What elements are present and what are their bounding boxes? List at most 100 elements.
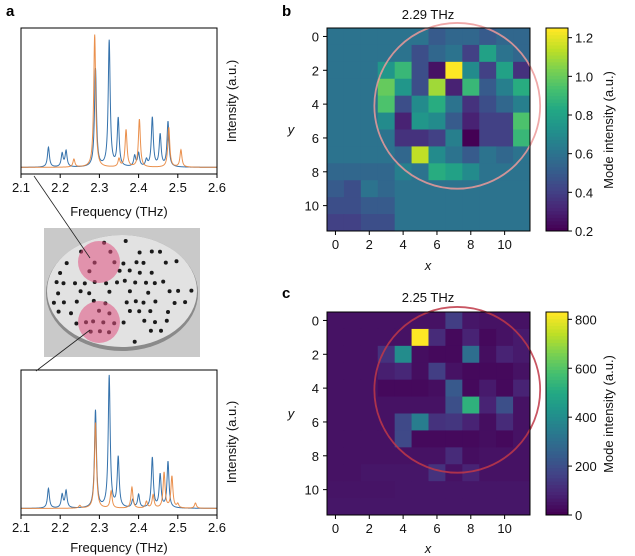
disc-hole — [56, 309, 61, 314]
heatmap-cell — [445, 61, 463, 80]
heatmap-cell — [343, 129, 362, 147]
heatmap-cell — [394, 396, 412, 414]
colorbar-segment — [546, 440, 568, 445]
heatmap-cell — [411, 28, 429, 46]
heatmap-cell — [343, 379, 362, 397]
heatmap-cell — [496, 498, 514, 516]
colorbar-segment — [546, 105, 568, 110]
x-tick-label: 2.6 — [208, 520, 226, 535]
colorbar-segment — [546, 339, 568, 343]
spectrum-line-blue — [21, 39, 217, 168]
heatmap-cell — [411, 95, 429, 113]
heatmap-cell — [513, 498, 531, 516]
heatmap-cell — [479, 498, 497, 516]
colorbar-segment — [546, 315, 568, 320]
y-tick-label: 6 — [312, 415, 319, 430]
heatmap-cell — [462, 447, 480, 465]
colorbar-segment — [546, 166, 568, 171]
heatmap-cell — [343, 95, 362, 113]
heatmap-cell — [394, 78, 412, 97]
colorbar-label: Mode intensity (a.u.) — [601, 355, 616, 473]
colorbar-segment — [546, 143, 568, 147]
region-circle — [373, 306, 542, 474]
disc-hole — [144, 280, 148, 285]
heatmap-cell — [428, 464, 446, 482]
colorbar-segment — [546, 214, 568, 218]
colorbar-segment — [546, 78, 568, 83]
heatmap-cell — [445, 95, 463, 113]
heatmap-cell — [411, 396, 429, 414]
heatmap-cell — [327, 197, 345, 215]
heatmap-cell — [360, 28, 379, 46]
colorbar-segment — [546, 504, 568, 509]
disc-hole — [64, 261, 69, 266]
heatmap-cell — [377, 396, 396, 414]
colorbar-segment — [546, 430, 568, 435]
x-axis-label: Frequency (THz) — [70, 204, 168, 219]
heatmap-cell — [479, 481, 497, 499]
heatmap-cell — [513, 197, 531, 215]
x-tick-label: 2.6 — [208, 180, 226, 195]
heatmap-cell — [394, 481, 412, 499]
panel-label-b: b — [282, 3, 291, 20]
colorbar-segment — [546, 393, 568, 398]
heatmap-cell — [377, 61, 396, 80]
heatmap-cell — [360, 328, 379, 347]
heatmap-cell — [479, 112, 497, 130]
disc-hole — [189, 288, 194, 293]
colorbar-segment — [546, 372, 568, 377]
colorbar-segment — [546, 220, 568, 225]
colorbar-segment — [546, 139, 568, 144]
colorbar-segment — [546, 119, 568, 124]
heatmap-cell — [343, 312, 362, 330]
colorbar-segment — [546, 484, 568, 489]
colorbar-segment — [546, 224, 568, 229]
spectrum-line-orange — [21, 422, 217, 509]
heatmap-cell — [394, 112, 412, 130]
disc-hole — [127, 309, 132, 313]
x-tick-label: 4 — [400, 521, 407, 536]
heatmap-cell — [360, 197, 379, 215]
heatmap-cell — [462, 362, 480, 381]
heatmap-cell — [411, 498, 429, 516]
heatmap-cell — [394, 447, 412, 465]
colorbar-tick-label: 1.2 — [575, 31, 593, 46]
heatmap-cell — [428, 430, 446, 448]
heatmap-cell — [377, 362, 396, 381]
heatmap-title: 2.29 THz — [402, 7, 455, 22]
heatmap-cell — [327, 112, 345, 130]
heatmap-cell — [343, 396, 362, 414]
disc-hole — [78, 289, 83, 294]
heatmap-cell — [360, 498, 379, 516]
heatmap-cell — [327, 129, 345, 147]
colorbar-frame — [545, 311, 569, 516]
heatmap-cell — [360, 430, 379, 448]
y-tick-label: 4 — [312, 381, 319, 396]
colorbar-segment — [546, 410, 568, 414]
colorbar-tick-label: 800 — [575, 312, 597, 327]
disc-hole — [163, 260, 168, 265]
plot-frame — [20, 369, 218, 516]
x-tick-label: 2.4 — [130, 520, 148, 535]
heatmap-cell — [496, 44, 514, 63]
colorbar-segment — [546, 190, 568, 195]
colorbar-segment — [546, 92, 568, 97]
colorbar-segment — [546, 75, 568, 80]
colorbar-segment — [546, 487, 568, 492]
colorbar-segment — [546, 481, 568, 486]
colorbar-segment — [546, 454, 568, 458]
colorbar-segment — [546, 423, 568, 428]
heatmap-cell — [377, 214, 396, 232]
colorbar-segment — [546, 28, 568, 32]
heatmap-cell — [428, 362, 446, 381]
colorbar-segment — [546, 61, 568, 66]
colorbar-segment — [546, 342, 568, 347]
disc-hole — [127, 289, 132, 294]
heatmap-cell — [343, 413, 362, 431]
colorbar-segment — [546, 44, 568, 49]
heatmap-cell — [479, 197, 497, 215]
colorbar-segment — [546, 359, 568, 364]
disc-hole — [159, 328, 163, 333]
disc-hole — [74, 299, 79, 304]
colorbar-segment — [546, 71, 568, 76]
